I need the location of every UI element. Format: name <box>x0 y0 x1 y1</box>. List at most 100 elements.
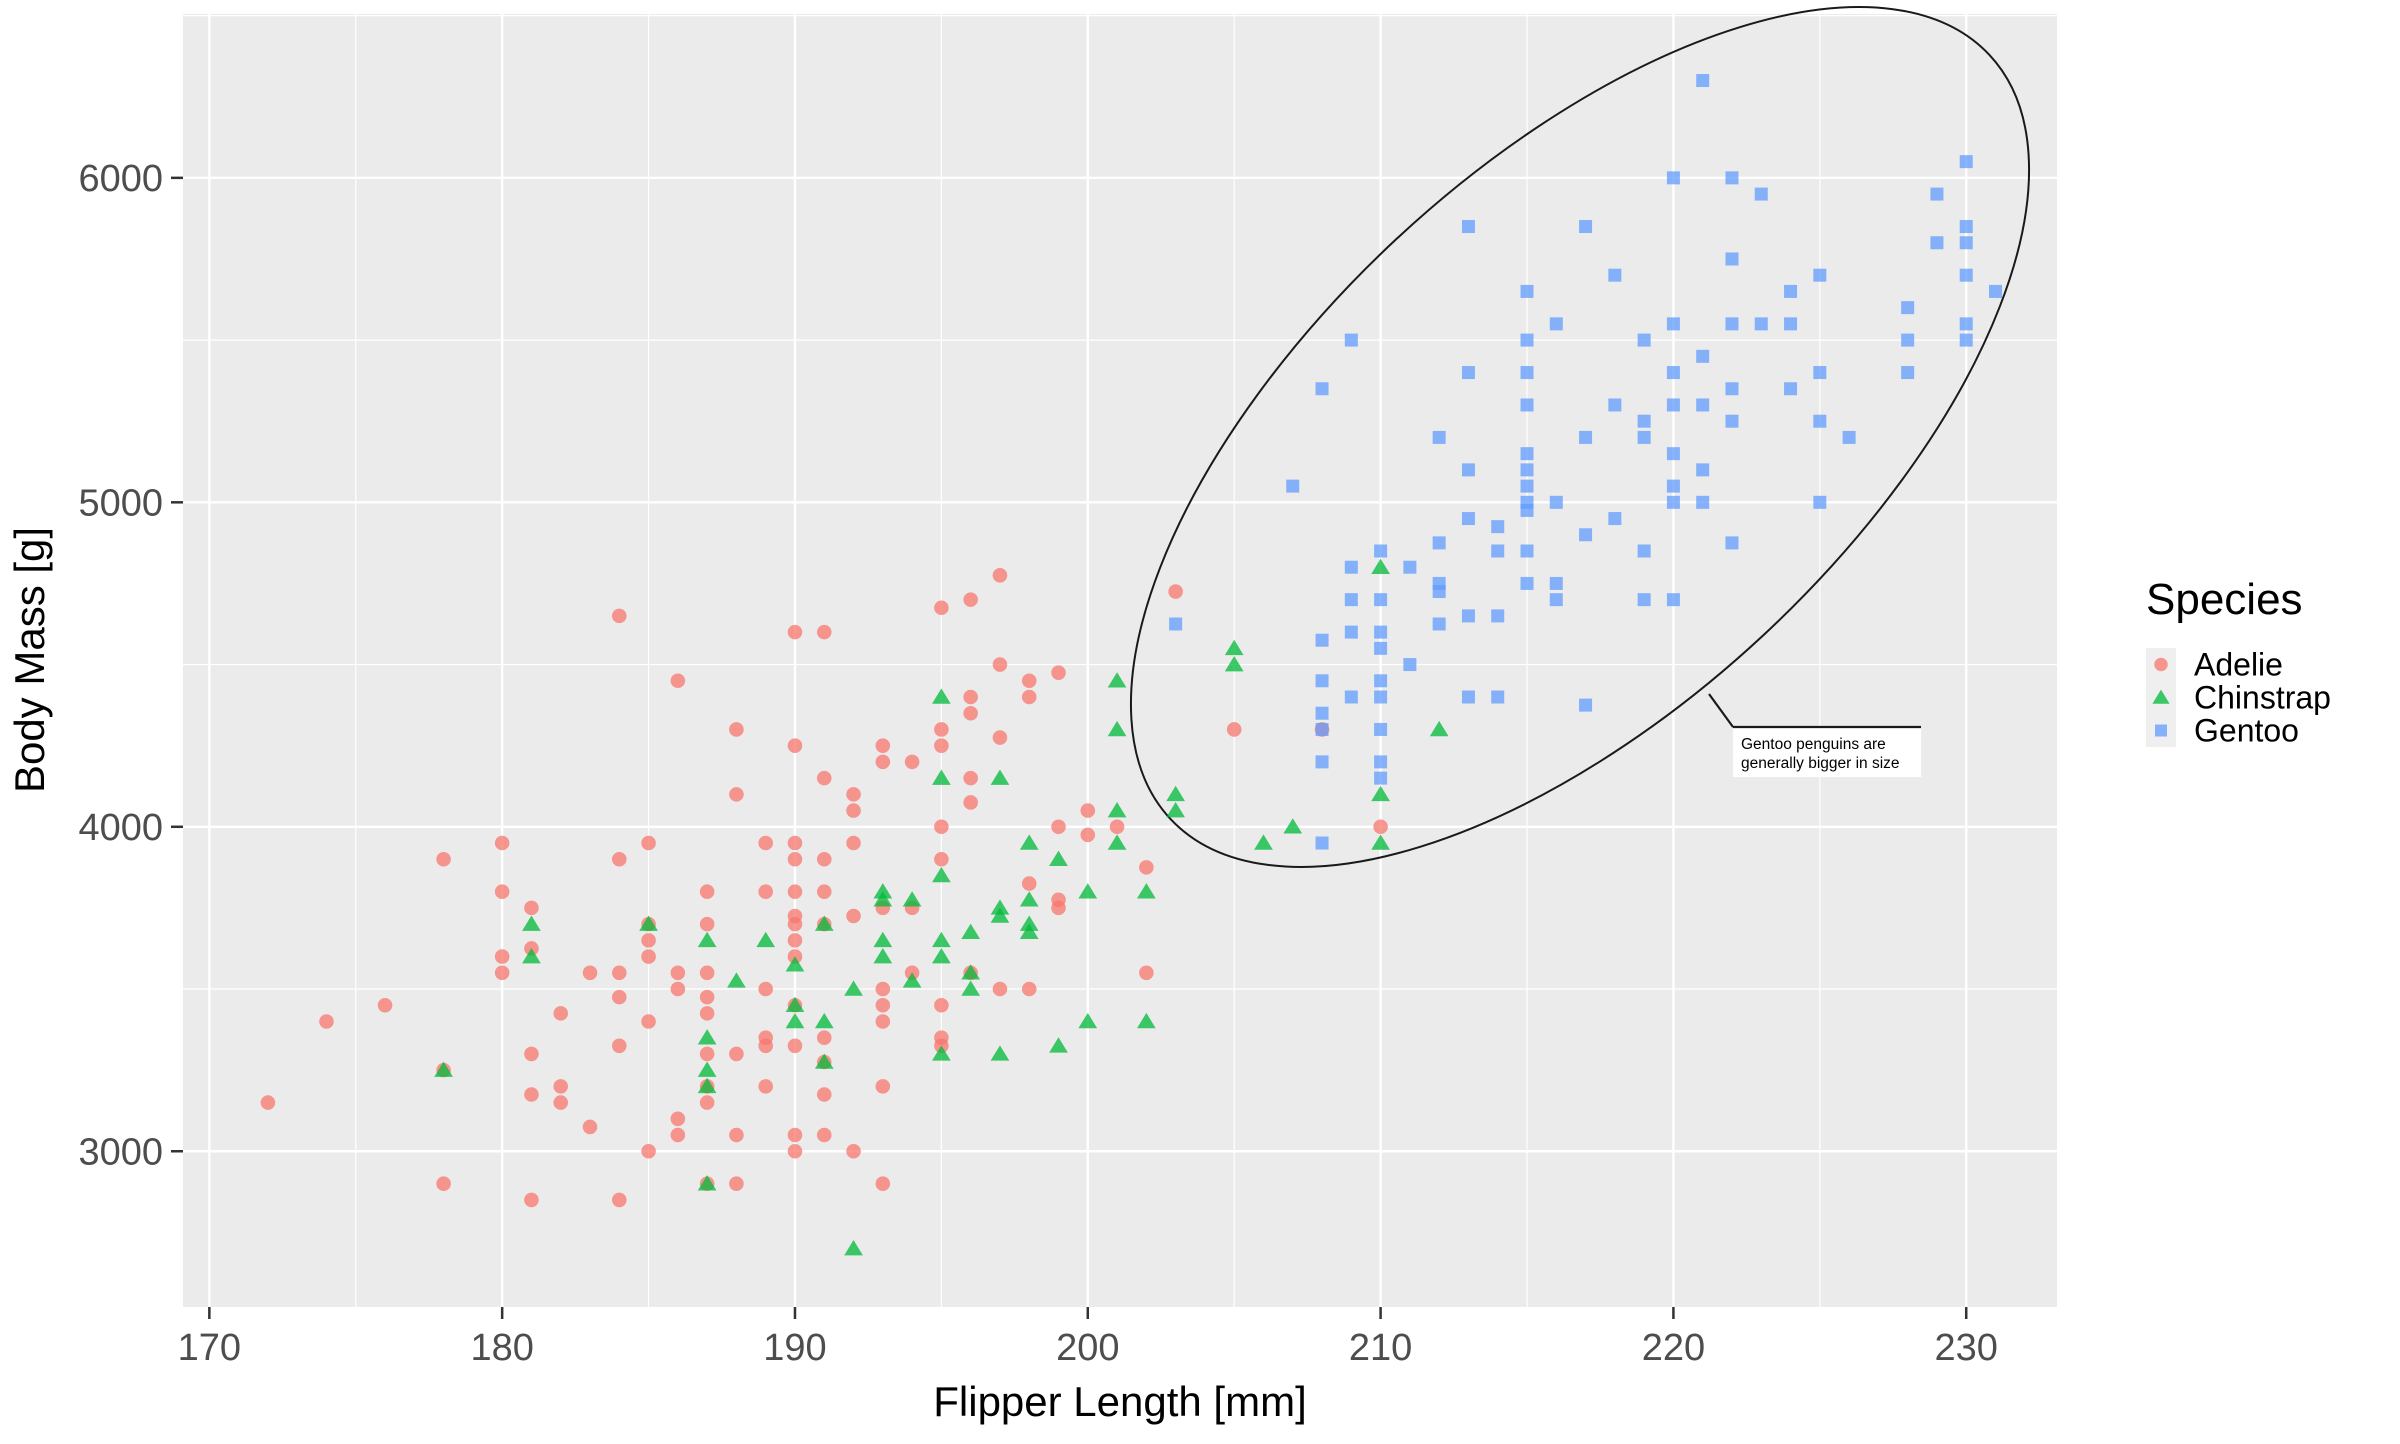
data-point <box>377 997 393 1013</box>
data-point <box>1371 785 1390 802</box>
data-point <box>1725 171 1739 185</box>
data-point <box>816 884 832 899</box>
data-point <box>1371 834 1390 850</box>
data-point <box>1959 220 1973 234</box>
data-point <box>670 1111 686 1127</box>
data-point <box>1344 593 1358 607</box>
data-point <box>873 883 893 899</box>
data-point <box>1520 544 1534 558</box>
data-point <box>904 754 920 770</box>
data-point <box>1168 584 1183 599</box>
data-point <box>1374 544 1388 558</box>
data-point <box>902 972 922 988</box>
data-point <box>1696 398 1710 412</box>
panel-background <box>183 14 2057 1307</box>
data-point <box>787 884 803 899</box>
data-point <box>1432 585 1446 599</box>
data-point <box>1078 1012 1098 1029</box>
data-point <box>641 1014 656 1029</box>
gridlines <box>183 14 2057 1307</box>
data-point <box>699 965 715 981</box>
data-point <box>319 1014 334 1029</box>
data-point <box>641 949 656 964</box>
data-point <box>522 947 541 964</box>
data-point <box>1374 771 1388 785</box>
data-point <box>612 851 627 867</box>
annotation-line-1: Gentoo penguins are <box>1741 736 1886 753</box>
data-point <box>697 1175 717 1191</box>
annotation-line-2: generally bigger in size <box>1741 755 1900 772</box>
data-point <box>785 1012 805 1029</box>
data-point <box>670 965 686 981</box>
data-point <box>990 1045 1010 1061</box>
data-point <box>1169 617 1183 631</box>
data-point <box>697 1077 717 1094</box>
data-point <box>1107 720 1127 737</box>
data-point <box>787 624 803 640</box>
data-point <box>1901 366 1915 380</box>
data-point <box>1461 609 1475 623</box>
data-point <box>1344 690 1358 704</box>
data-point <box>436 1176 451 1191</box>
data-point <box>729 1176 744 1191</box>
data-point <box>1696 74 1710 88</box>
data-point <box>1842 430 1856 444</box>
data-point <box>787 1127 803 1143</box>
data-point <box>1491 520 1505 534</box>
data-point <box>963 689 978 705</box>
data-point <box>992 568 1008 583</box>
data-point <box>641 1143 656 1159</box>
data-point <box>1520 333 1534 347</box>
legend-item-chinstrap: Chinstrap <box>2146 680 2331 716</box>
data-point <box>1461 366 1475 380</box>
x-tick-label: 190 <box>763 1327 826 1369</box>
data-point <box>1520 447 1534 461</box>
data-point <box>1725 414 1739 428</box>
data-point <box>1813 366 1827 380</box>
data-point <box>1139 860 1154 875</box>
data-point <box>1051 819 1066 835</box>
data-point <box>1666 366 1680 380</box>
legend-title: Species <box>2146 575 2303 624</box>
data-point <box>1019 915 1039 931</box>
data-point <box>785 996 805 1013</box>
data-point <box>1989 284 2003 298</box>
data-point <box>553 1079 569 1094</box>
data-point <box>729 722 744 737</box>
data-point <box>699 1006 715 1021</box>
data-point <box>1520 398 1534 412</box>
data-point <box>844 1240 863 1256</box>
plot-panel <box>183 14 2057 1307</box>
data-point <box>670 981 686 997</box>
data-point <box>787 916 803 932</box>
data-point <box>1754 187 1768 201</box>
data-point <box>1373 819 1388 835</box>
y-axis-title: Body Mass [g] <box>6 527 53 793</box>
data-point <box>1166 785 1185 802</box>
y-tick-label: 6000 <box>78 158 163 200</box>
data-point <box>1666 398 1680 412</box>
data-point <box>1579 430 1593 444</box>
data-point <box>787 851 803 867</box>
data-point <box>961 980 981 996</box>
data-point <box>814 1012 834 1029</box>
x-tick-label: 200 <box>1056 1327 1119 1369</box>
data-point <box>1021 876 1037 891</box>
data-point <box>1666 593 1680 607</box>
data-point <box>641 835 656 851</box>
data-point <box>814 915 834 931</box>
data-point <box>1579 698 1593 712</box>
data-point <box>1051 900 1066 916</box>
data-point <box>758 1038 773 1054</box>
data-point <box>1959 333 1973 347</box>
data-point <box>1315 722 1329 736</box>
data-point <box>816 1030 832 1045</box>
data-point <box>1315 706 1329 720</box>
data-point <box>1696 349 1710 363</box>
x-tick-label: 220 <box>1642 1327 1705 1369</box>
data-point <box>1579 220 1593 234</box>
data-point <box>699 884 715 899</box>
data-point <box>816 624 832 640</box>
data-point <box>934 738 949 753</box>
